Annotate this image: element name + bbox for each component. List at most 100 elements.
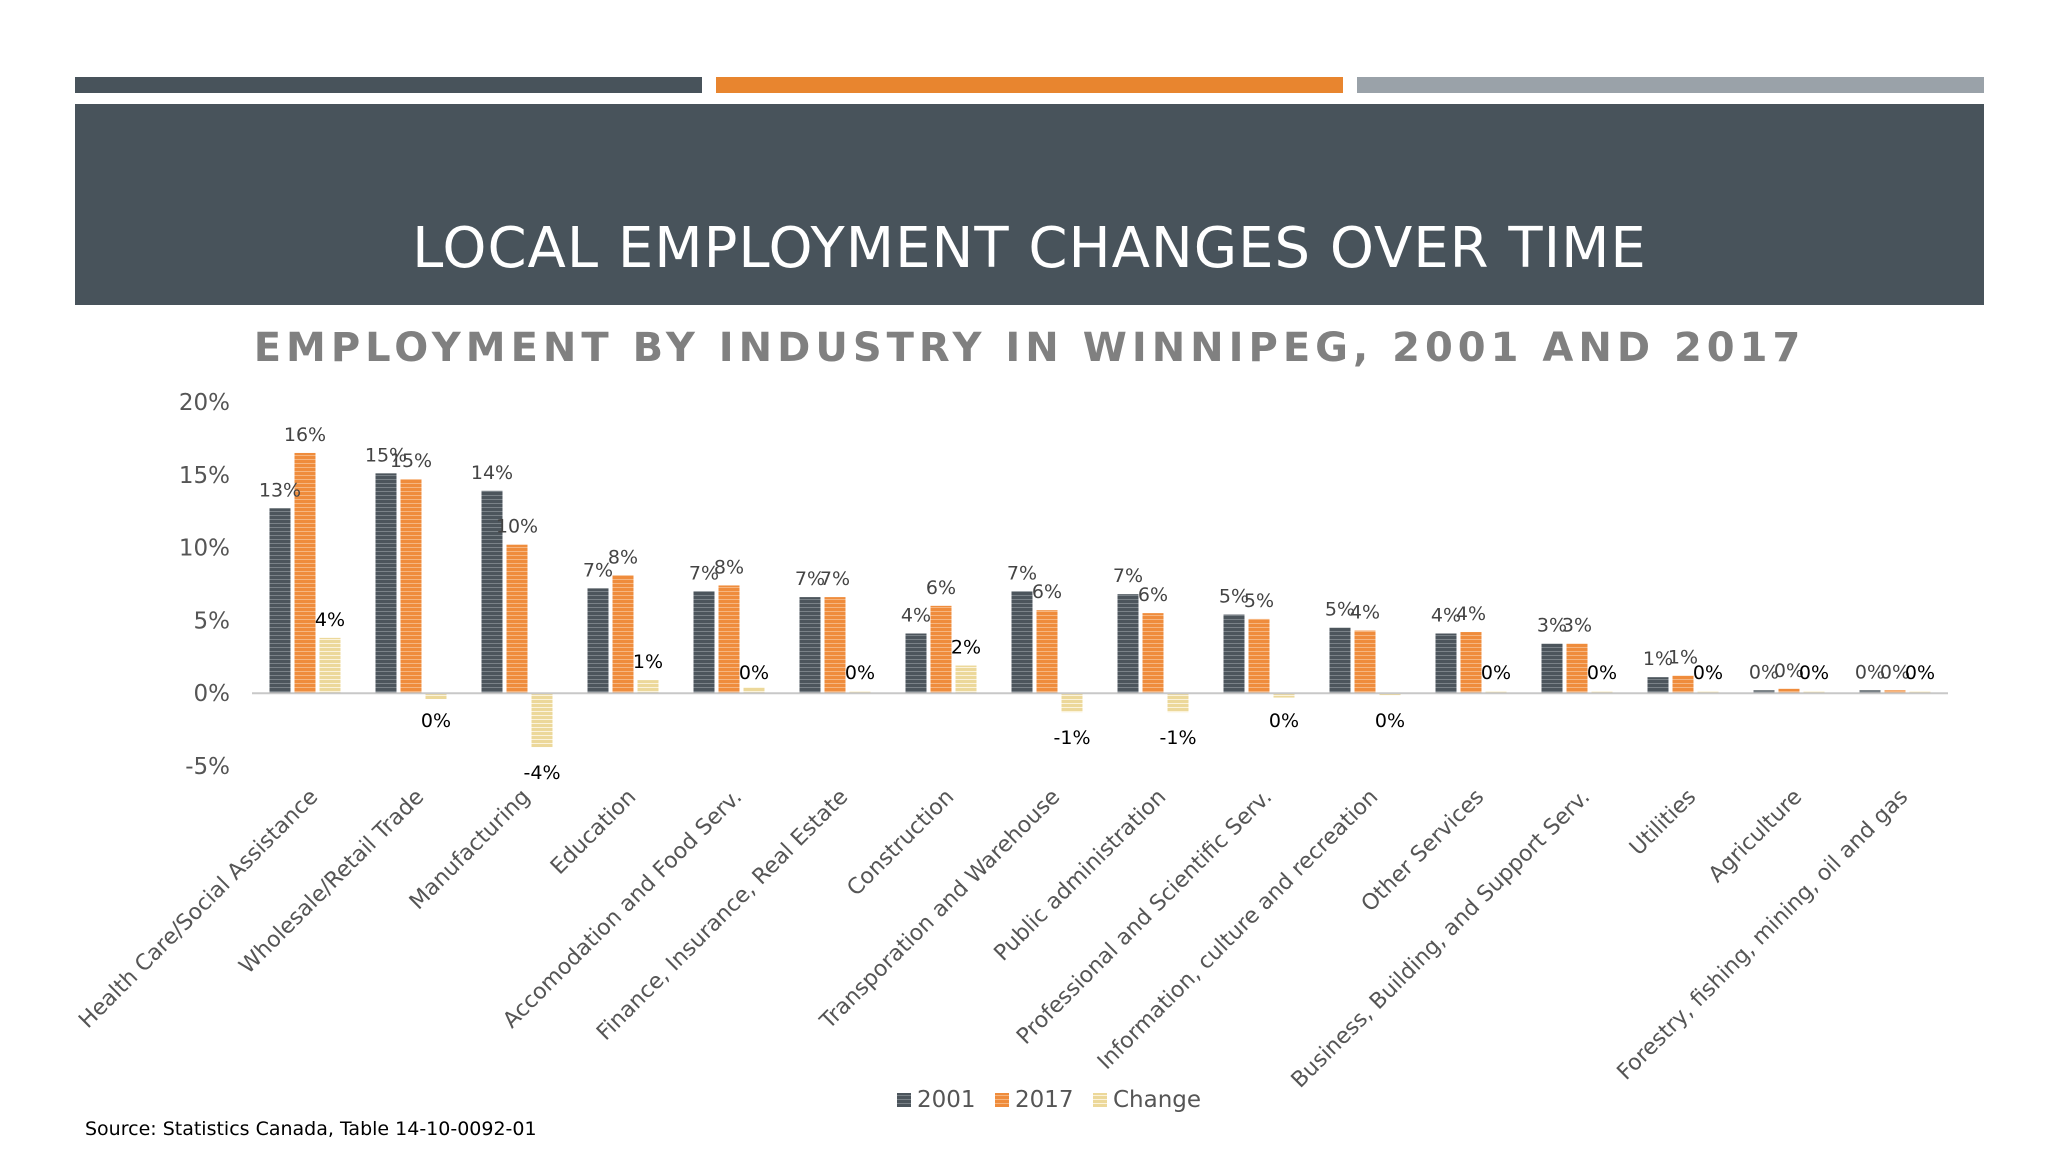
bar-2017 bbox=[1036, 610, 1058, 694]
data-label: 4% bbox=[1456, 603, 1486, 625]
data-label: 5% bbox=[1325, 599, 1355, 621]
bar-change bbox=[637, 680, 659, 694]
bar-change bbox=[319, 637, 341, 694]
bars bbox=[269, 452, 1931, 748]
bar-change bbox=[955, 665, 977, 694]
data-label: 3% bbox=[1537, 615, 1567, 637]
data-label: 13% bbox=[259, 479, 301, 501]
bar-2017 bbox=[400, 479, 422, 694]
bar-2001 bbox=[799, 597, 821, 694]
data-label: 3% bbox=[1562, 615, 1592, 637]
bar-change bbox=[743, 687, 765, 694]
data-label: 0% bbox=[1693, 662, 1723, 684]
data-label: 0% bbox=[1269, 710, 1299, 732]
accent-bar-gray bbox=[1357, 77, 1984, 93]
data-label: -1% bbox=[1160, 727, 1197, 749]
bar-2017 bbox=[1248, 618, 1270, 694]
data-label: 7% bbox=[820, 568, 850, 590]
chart-title: EMPLOYMENT BY INDUSTRY IN WINNIPEG, 2001… bbox=[253, 325, 1806, 371]
bar-2001 bbox=[269, 508, 291, 694]
data-label: 7% bbox=[795, 568, 825, 590]
legend-label: 2017 bbox=[1015, 1087, 1074, 1113]
data-label: 1% bbox=[1668, 647, 1698, 669]
data-label: 6% bbox=[1032, 581, 1062, 603]
accent-bar-dark bbox=[75, 77, 702, 93]
x-tick-label: Construction bbox=[843, 785, 960, 902]
data-label: 15% bbox=[390, 450, 432, 472]
data-label: -4% bbox=[524, 762, 561, 784]
legend-swatch bbox=[1093, 1093, 1107, 1107]
data-label: 0% bbox=[1587, 662, 1617, 684]
data-label: 1% bbox=[633, 651, 663, 673]
bar-2001 bbox=[1541, 643, 1563, 694]
data-label: 5% bbox=[1219, 586, 1249, 608]
bar-change bbox=[531, 693, 553, 748]
bar-2017 bbox=[1142, 613, 1164, 694]
data-label: 16% bbox=[284, 424, 326, 446]
data-label: 7% bbox=[583, 559, 613, 581]
data-label: 2% bbox=[951, 637, 981, 659]
x-tick-label: Wholesale/Retail Trade bbox=[235, 785, 430, 980]
bar-2017 bbox=[294, 452, 316, 694]
bar-2001 bbox=[375, 473, 397, 694]
data-label: 15% bbox=[365, 444, 407, 466]
bar-2017 bbox=[1884, 690, 1906, 694]
legend: 2001 2017 Change bbox=[897, 1087, 1201, 1113]
bar-2001 bbox=[905, 633, 927, 694]
x-tick-label: Public administration bbox=[990, 785, 1172, 967]
bar-2001 bbox=[1435, 633, 1457, 694]
bar-2017 bbox=[612, 575, 634, 694]
x-tick-label: Education bbox=[546, 785, 641, 880]
data-label: 10% bbox=[496, 516, 538, 538]
bar-2017 bbox=[1672, 675, 1694, 694]
data-label: 0% bbox=[421, 710, 451, 732]
y-tick-label: 0% bbox=[194, 681, 231, 707]
data-label: 4% bbox=[901, 605, 931, 627]
bar-2017 bbox=[1778, 688, 1800, 694]
data-label: 0% bbox=[1375, 710, 1405, 732]
bar-2017 bbox=[1460, 632, 1482, 694]
data-label: 4% bbox=[1350, 602, 1380, 624]
data-label: 14% bbox=[471, 462, 513, 484]
data-label: 0% bbox=[845, 662, 875, 684]
bar-2017 bbox=[824, 597, 846, 694]
data-label: 6% bbox=[926, 577, 956, 599]
data-label: 8% bbox=[714, 556, 744, 578]
legend-label: 2001 bbox=[917, 1087, 976, 1113]
bar-2001 bbox=[693, 591, 715, 694]
y-tick-label: 15% bbox=[179, 463, 230, 489]
bar-2001 bbox=[587, 588, 609, 694]
data-label: 0% bbox=[1905, 662, 1935, 684]
y-axis: 20% 15% 10% 5% 0% -5% bbox=[179, 390, 230, 780]
data-label: 7% bbox=[1007, 562, 1037, 584]
data-label: 0% bbox=[739, 662, 769, 684]
bar-2001 bbox=[1223, 614, 1245, 694]
title-banner: LOCAL EMPLOYMENT CHANGES OVER TIME bbox=[75, 104, 1984, 305]
data-label: 8% bbox=[608, 546, 638, 568]
slide-title: LOCAL EMPLOYMENT CHANGES OVER TIME bbox=[412, 216, 1647, 281]
y-tick-label: 5% bbox=[194, 608, 231, 634]
legend-swatch bbox=[897, 1093, 911, 1107]
data-label: 0% bbox=[1880, 661, 1910, 683]
data-label: -1% bbox=[1054, 727, 1091, 749]
data-label: 0% bbox=[1799, 662, 1829, 684]
bar-2017 bbox=[718, 585, 740, 694]
data-label: 0% bbox=[1774, 660, 1804, 682]
source-note: Source: Statistics Canada, Table 14-10-0… bbox=[85, 1118, 537, 1140]
data-labels: 13%16%4%15%15%0%14%10%-4%7%8%1%7%8%0%7%7… bbox=[259, 424, 1935, 784]
bar-2017 bbox=[506, 544, 528, 694]
data-label: 6% bbox=[1138, 584, 1168, 606]
bar-change bbox=[425, 693, 447, 700]
bar-2017 bbox=[930, 605, 952, 694]
data-label: 0% bbox=[1855, 661, 1885, 683]
legend-swatch bbox=[995, 1093, 1009, 1107]
bar-change bbox=[1061, 693, 1083, 713]
y-tick-label: 10% bbox=[179, 536, 230, 562]
bar-2001 bbox=[1011, 591, 1033, 694]
bar-2001 bbox=[1117, 594, 1139, 694]
data-label: 0% bbox=[1749, 661, 1779, 683]
legend-label: Change bbox=[1113, 1087, 1201, 1113]
bar-change bbox=[1167, 693, 1189, 713]
bar-change bbox=[1273, 693, 1295, 698]
